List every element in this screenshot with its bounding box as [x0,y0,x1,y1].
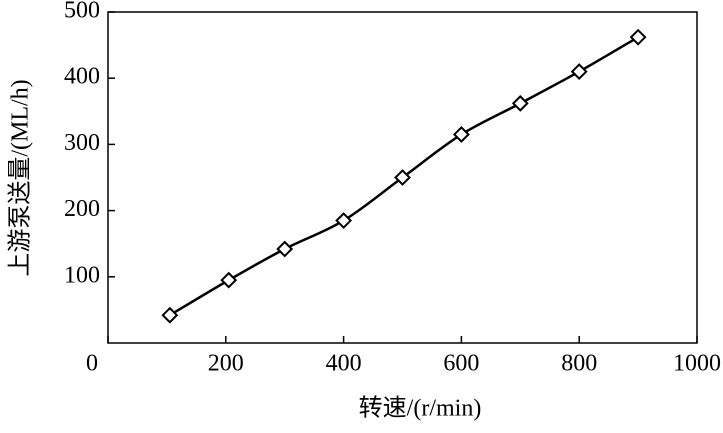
marker [276,240,294,258]
x-tick-label: 600 [443,351,479,377]
y-tick-label: 200 [64,196,100,222]
marker [220,271,238,289]
marker [570,63,588,80]
x-tick-label: 800 [561,351,597,377]
marker [511,94,529,112]
x-axis-label: 转速/(r/min) [359,395,482,422]
y-tick-label: 300 [64,130,100,156]
marker [161,306,179,324]
marker [629,28,647,46]
marker [335,212,353,229]
y-tick-label: 500 [64,0,100,24]
x-tick-label: 200 [208,351,244,377]
x-tick-label: 1000 [673,351,721,377]
plot-frame [107,11,698,344]
marker [394,169,411,186]
y-tick-label: 100 [64,262,100,288]
x-tick-label: 400 [326,351,362,377]
y-axis-label: 上游泵送量/(ML/h) [7,79,34,276]
y-tick-label: 400 [64,64,100,90]
marker [452,126,470,143]
x-tick-label: 0 [86,351,98,377]
